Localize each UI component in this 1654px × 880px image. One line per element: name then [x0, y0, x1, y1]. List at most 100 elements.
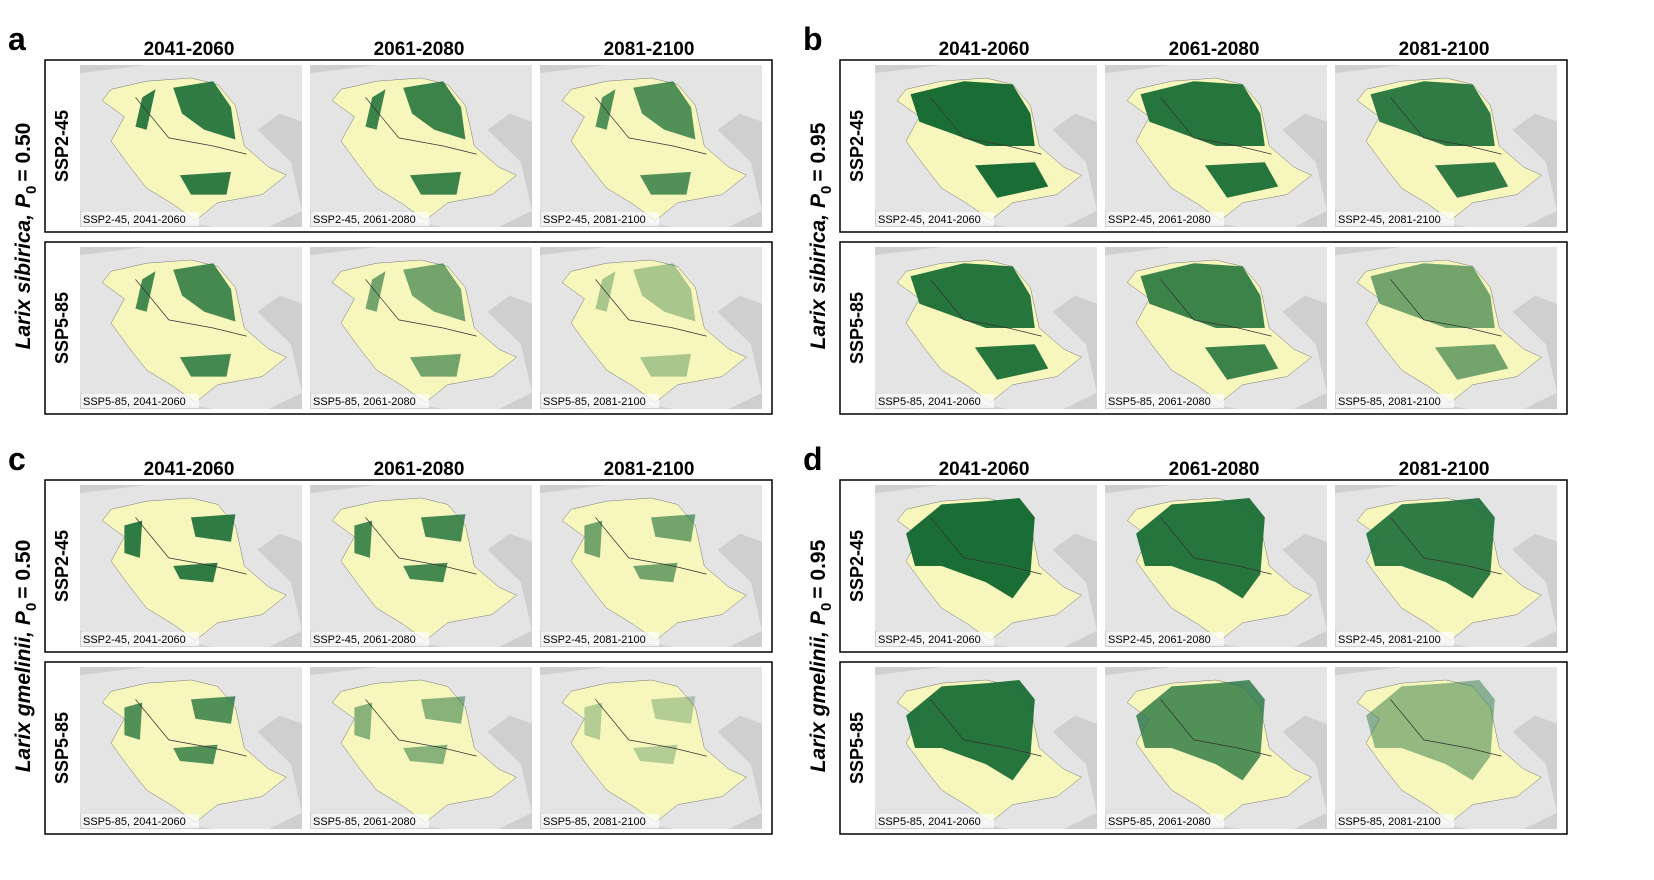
caption-bg — [1106, 814, 1224, 828]
boundary — [930, 279, 1042, 337]
row-label: SSP2-45 — [52, 530, 72, 602]
suitable-habitat — [1366, 680, 1495, 781]
suitable-habitat — [651, 514, 696, 542]
map: SSP2-45, 2061-2080 — [310, 65, 532, 227]
suitable-habitat — [910, 81, 1035, 146]
boundary — [1390, 699, 1502, 757]
map-caption: SSP5-85, 2081-2100 — [1338, 396, 1441, 408]
column-header: 2081-2100 — [1399, 459, 1490, 480]
map-caption: SSP5-85, 2081-2100 — [1338, 816, 1441, 828]
row-frame — [839, 479, 1568, 653]
caption-bg — [81, 632, 199, 646]
suitable-habitat — [409, 171, 461, 195]
boundary — [365, 699, 477, 757]
boundary — [365, 279, 477, 337]
boundary — [1160, 97, 1272, 155]
row-frame — [839, 59, 1568, 233]
p-symbol: P — [12, 610, 35, 625]
caption-bg — [876, 632, 994, 646]
boundary — [595, 279, 707, 337]
map: SSP5-85, 2081-2100 — [1335, 247, 1557, 409]
suitable-habitat — [1140, 81, 1265, 146]
suitable-habitat — [1204, 344, 1279, 380]
column-header: 2061-2080 — [374, 459, 465, 480]
suitable-habitat — [124, 520, 143, 558]
map-caption: SSP2-45, 2041-2060 — [878, 634, 981, 646]
boundary — [135, 97, 247, 155]
suitable-habitat — [403, 81, 466, 140]
boundary — [1390, 517, 1502, 575]
map-caption: SSP5-85, 2061-2080 — [1108, 816, 1211, 828]
column-header: 2041-2060 — [939, 459, 1030, 480]
map-caption: SSP5-85, 2061-2080 — [1108, 396, 1211, 408]
map-caption: SSP5-85, 2061-2080 — [313, 816, 416, 828]
map-caption: SSP2-45, 2041-2060 — [83, 634, 186, 646]
boundary — [365, 517, 477, 575]
boundary — [135, 517, 247, 575]
species-name: Larix gmelinii, — [12, 631, 35, 772]
p-value: = 0.50 — [12, 123, 35, 182]
p-subscript: 0 — [818, 186, 835, 194]
p-symbol: P — [807, 610, 830, 625]
map: SSP5-85, 2061-2080 — [1105, 667, 1327, 829]
boundary — [1390, 97, 1502, 155]
suitable-habitat — [651, 696, 696, 724]
boundary — [595, 699, 707, 757]
caption-bg — [876, 814, 994, 828]
map: SSP2-45, 2061-2080 — [1105, 485, 1327, 647]
row-frame — [44, 661, 773, 835]
panel-letter: d — [803, 441, 823, 477]
row-label: SSP2-45 — [52, 110, 72, 182]
map: SSP5-85, 2081-2100 — [540, 247, 762, 409]
row-label: SSP5-85 — [52, 712, 72, 784]
p-subscript: 0 — [818, 603, 835, 611]
column-header: 2061-2080 — [1169, 39, 1260, 60]
row-frame — [839, 661, 1568, 835]
suitable-habitat — [421, 514, 466, 542]
caption-bg — [1336, 632, 1454, 646]
caption-bg — [1106, 632, 1224, 646]
suitable-habitat — [173, 263, 236, 322]
caption-bg — [81, 212, 199, 226]
suitable-habitat — [1136, 680, 1265, 781]
boundary — [1160, 517, 1272, 575]
map-caption: SSP5-85, 2041-2060 — [878, 396, 981, 408]
suitable-habitat — [421, 696, 466, 724]
boundary — [1390, 279, 1502, 337]
row-frame — [44, 59, 773, 233]
suitable-habitat — [906, 680, 1035, 781]
map-caption: SSP2-45, 2081-2100 — [543, 634, 646, 646]
boundary — [1160, 699, 1272, 757]
species-range — [561, 679, 747, 823]
caption-bg — [541, 814, 659, 828]
suitable-habitat — [1204, 162, 1279, 198]
caption-bg — [311, 632, 429, 646]
panel-letter: a — [8, 21, 26, 57]
boundary — [135, 279, 247, 337]
column-header: 2081-2100 — [604, 459, 695, 480]
boundary — [930, 97, 1042, 155]
map-caption: SSP5-85, 2041-2060 — [83, 396, 186, 408]
species-label: Larix sibirica, P0 = 0.50 — [12, 123, 40, 350]
p-value: = 0.95 — [807, 122, 830, 181]
suitable-habitat — [354, 520, 373, 558]
suitable-habitat — [1434, 162, 1509, 198]
suitable-habitat — [1434, 344, 1509, 380]
map-caption: SSP2-45, 2061-2080 — [313, 214, 416, 226]
row-label: SSP2-45 — [847, 110, 867, 182]
suitable-habitat — [633, 744, 678, 765]
suitable-habitat — [1140, 263, 1265, 328]
map: SSP5-85, 2061-2080 — [310, 247, 532, 409]
map: SSP5-85, 2081-2100 — [540, 667, 762, 829]
p-subscript: 0 — [23, 186, 40, 194]
suitable-habitat — [124, 702, 143, 740]
suitable-habitat — [173, 562, 218, 583]
map: SSP2-45, 2081-2100 — [1335, 485, 1557, 647]
map: SSP2-45, 2041-2060 — [80, 485, 302, 647]
map-caption: SSP5-85, 2041-2060 — [83, 816, 186, 828]
suitable-habitat — [633, 81, 696, 140]
boundary — [365, 97, 477, 155]
suitable-habitat — [403, 263, 466, 322]
suitable-habitat — [403, 562, 448, 583]
species-label: Larix sibirica, P0 = 0.95 — [807, 122, 835, 349]
